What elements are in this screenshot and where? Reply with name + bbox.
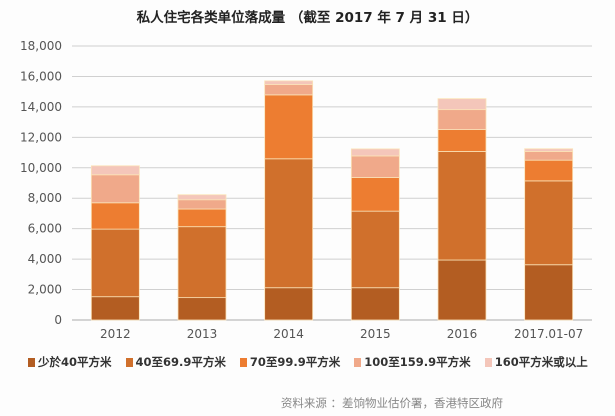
bar-segment	[350, 155, 400, 178]
legend-swatch	[354, 357, 362, 367]
bar-segment	[437, 129, 487, 152]
bar-segment	[177, 297, 227, 321]
legend-label: 70至99.9平方米	[249, 355, 341, 369]
legend-swatch	[239, 357, 247, 367]
bar-segment	[264, 94, 314, 160]
y-tick-label: 0	[54, 313, 62, 327]
bar-segment	[437, 151, 487, 261]
bar-segment	[437, 259, 487, 321]
bar-segment	[90, 165, 140, 176]
source-note: 资料来源 ：差饷物业估价署，香港特区政府	[280, 396, 503, 410]
legend-item: 160平方米或以上	[484, 354, 588, 370]
bar-segment	[524, 180, 574, 266]
bar-segment	[437, 98, 487, 111]
bar-segment	[177, 226, 227, 299]
bar-segment	[264, 84, 314, 96]
bar-segment	[177, 194, 227, 201]
legend-item: 100至159.9平方米	[354, 354, 471, 370]
bar-segment	[437, 109, 487, 130]
y-tick-label: 14,000	[20, 100, 62, 114]
bar-segment	[264, 158, 314, 289]
bar-segment	[177, 208, 227, 228]
bar-segment	[90, 228, 140, 298]
legend-label: 少於40平方米	[38, 355, 112, 369]
y-tick-label: 4,000	[28, 252, 62, 266]
y-tick-label: 10,000	[20, 161, 62, 175]
bar-segment	[264, 80, 314, 85]
bar-segment	[524, 264, 574, 321]
legend-swatch	[28, 357, 35, 367]
legend-label: 100至159.9平方米	[364, 355, 471, 369]
bar-segment	[177, 199, 227, 210]
y-tick-label: 18,000	[20, 39, 62, 53]
y-tick-label: 16,000	[20, 69, 62, 83]
y-tick-label: 12,000	[20, 130, 62, 144]
bar-segment	[264, 287, 314, 321]
bar-segment	[350, 148, 400, 157]
x-tick-label: 2016	[447, 327, 478, 341]
bar-segment	[350, 210, 400, 289]
legend-swatch	[125, 357, 133, 367]
legend-label: 160平方米或以上	[494, 355, 588, 369]
legend-item: 70至99.9平方米	[239, 354, 341, 370]
x-tick-label: 2017.01-07	[514, 327, 583, 341]
legend-item: 40至69.9平方米	[125, 354, 226, 370]
bar-segment	[350, 177, 400, 212]
bar-segment	[90, 296, 140, 321]
chart-title: 私人住宅各类单位落成量 （截至 2017 年 7 月 31 日）	[136, 10, 479, 26]
y-tick-label: 6,000	[28, 222, 62, 236]
bar-segment	[90, 174, 140, 204]
x-tick-label: 2015	[360, 327, 391, 341]
legend: 少於40平方米 40至69.9平方米 70至99.9平方米 100至159.9平方米 1…	[28, 354, 588, 370]
bar-segment	[524, 148, 574, 152]
bar-segment	[90, 202, 140, 230]
bar-segment	[524, 159, 574, 182]
bar-segment	[524, 151, 574, 161]
x-tick-label: 2013	[187, 327, 218, 341]
bar-segment	[350, 287, 400, 321]
y-tick-label: 2,000	[28, 283, 62, 297]
x-tick-label: 2012	[100, 327, 131, 341]
legend-swatch	[484, 357, 492, 367]
y-tick-label: 8,000	[28, 191, 62, 205]
legend-label: 40至69.9平方米	[135, 355, 226, 369]
legend-item: 少於40平方米	[28, 354, 112, 370]
x-tick-label: 2014	[273, 327, 304, 341]
